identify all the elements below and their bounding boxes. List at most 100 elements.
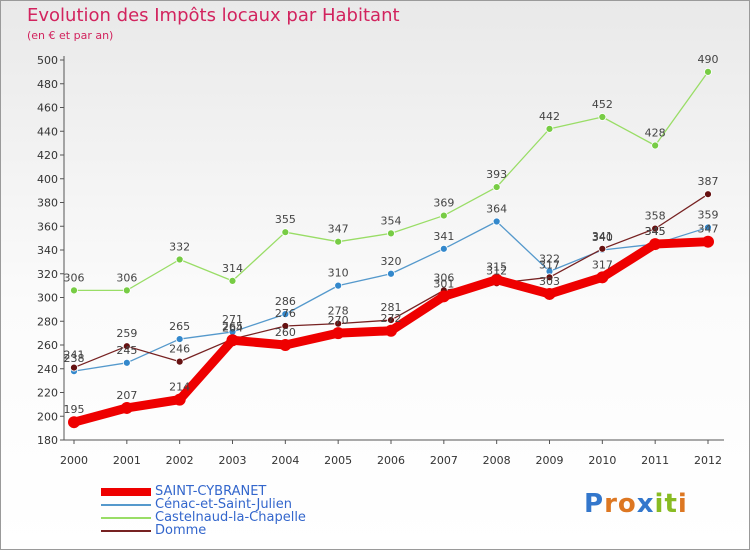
data-label: 387: [698, 175, 719, 188]
data-label: 442: [539, 110, 560, 123]
data-label: 347: [328, 223, 349, 236]
logo-letter: r: [604, 489, 618, 519]
x-tick-label: 2003: [219, 454, 247, 467]
logo-letter: o: [617, 489, 637, 519]
logo-letter: t: [664, 489, 678, 519]
data-label: 246: [169, 343, 190, 356]
y-tick-label: 260: [37, 339, 58, 352]
legend-swatch-cenac: [101, 503, 151, 506]
data-point: [651, 141, 660, 150]
logo-letter: i: [677, 489, 688, 519]
data-label: 241: [64, 349, 85, 362]
data-label: 310: [328, 267, 349, 280]
data-label: 320: [381, 255, 402, 268]
legend-label: Cénac-et-Saint-Julien: [155, 497, 293, 512]
data-point: [490, 273, 503, 286]
data-point: [545, 273, 554, 282]
x-tick-label: 2005: [324, 454, 352, 467]
data-label: 286: [275, 295, 296, 308]
data-label: 452: [592, 98, 613, 111]
data-label: 314: [222, 262, 243, 275]
x-tick-label: 2007: [430, 454, 458, 467]
data-point: [68, 416, 80, 429]
y-tick-label: 480: [37, 78, 58, 91]
data-point: [281, 228, 290, 237]
data-label: 490: [698, 53, 719, 66]
data-label: 264: [222, 321, 243, 334]
data-label: 195: [64, 403, 85, 416]
data-label: 355: [275, 213, 296, 226]
data-label: 317: [539, 258, 560, 271]
data-point: [175, 255, 184, 264]
data-label: 281: [381, 301, 402, 314]
data-label: 317: [592, 258, 613, 271]
x-tick-label: 2004: [271, 454, 299, 467]
x-tick-label: 2008: [483, 454, 511, 467]
data-point: [702, 235, 714, 248]
data-label: 260: [275, 326, 296, 339]
x-tick-label: 2010: [588, 454, 616, 467]
y-tick-label: 360: [37, 220, 58, 233]
logo-letter: i: [654, 489, 665, 519]
data-label: 301: [433, 277, 454, 290]
y-tick-label: 300: [37, 292, 58, 305]
data-label: 306: [116, 271, 137, 284]
data-label: 265: [222, 320, 243, 333]
data-label: 271: [222, 313, 243, 326]
legend-label: Castelnaud-la-Chapelle: [155, 510, 306, 525]
data-label: 347: [698, 223, 719, 236]
data-point: [332, 327, 345, 340]
data-point: [173, 393, 186, 406]
data-point: [387, 269, 395, 278]
y-tick-label: 280: [37, 315, 58, 328]
data-point: [598, 113, 607, 121]
data-point: [596, 271, 609, 284]
data-label: 341: [592, 230, 613, 243]
data-label: 265: [169, 320, 190, 333]
data-label: 276: [275, 307, 296, 320]
data-point: [543, 287, 556, 300]
data-point: [175, 335, 184, 343]
data-point: [704, 190, 712, 199]
x-tick-label: 2001: [113, 454, 141, 467]
data-point: [385, 324, 397, 337]
y-tick-label: 320: [37, 268, 58, 281]
y-tick-label: 460: [37, 102, 58, 115]
x-tick-label: 2000: [60, 454, 88, 467]
data-label: 245: [116, 344, 137, 357]
data-label: 340: [592, 231, 613, 244]
data-label: 359: [698, 208, 719, 221]
data-label: 270: [328, 314, 349, 327]
y-tick-label: 220: [37, 387, 58, 400]
y-tick-label: 440: [37, 125, 58, 138]
data-point: [334, 281, 343, 290]
data-point: [334, 237, 343, 246]
data-point: [598, 244, 607, 253]
y-tick-label: 400: [37, 173, 58, 186]
data-label: 345: [645, 225, 666, 238]
legend-label: SAINT-CYBRANET: [155, 484, 267, 499]
data-label: 369: [433, 197, 454, 210]
data-point: [122, 358, 131, 367]
data-label: 428: [645, 127, 666, 140]
data-point: [437, 290, 450, 303]
data-label: 214: [169, 381, 190, 394]
data-point: [228, 276, 237, 285]
data-point: [122, 342, 131, 351]
chart-title: Evolution des Impôts locaux par Habitant: [27, 5, 400, 26]
data-point: [492, 217, 501, 226]
data-label: 322: [539, 252, 560, 265]
data-label: 341: [433, 230, 454, 243]
data-label: 238: [64, 352, 85, 365]
data-point: [120, 401, 133, 414]
data-point: [387, 316, 395, 324]
data-point: [70, 363, 78, 372]
data-point: [439, 211, 448, 220]
data-label: 364: [486, 203, 507, 216]
data-point: [226, 334, 239, 347]
x-tick-label: 2002: [166, 454, 194, 467]
data-label: 393: [486, 168, 507, 181]
proxiti-logo: Proxiti: [584, 489, 688, 519]
